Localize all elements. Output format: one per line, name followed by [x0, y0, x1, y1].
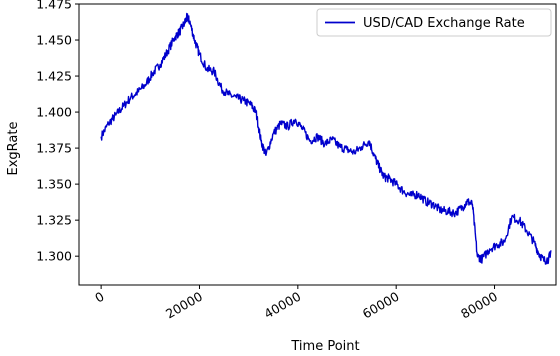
- series-layer: [100, 12, 552, 265]
- legend-box: [316, 8, 552, 37]
- x-tick-label: 0: [92, 289, 106, 306]
- series-line-0: [100, 12, 552, 265]
- y-tick-label: 1.325: [36, 213, 72, 228]
- y-axis-ticks: 1.300 1.325 1.350 1.375 1.400 1.425 1.450 1.475: [36, 0, 79, 264]
- x-tick-label: 40000: [261, 289, 303, 322]
- x-axis-ticks: 0 20000 40000 60000 80000: [92, 285, 500, 321]
- legend-label-usd-cad: USD/CAD Exchange Rate: [363, 16, 525, 31]
- y-tick-label: 1.375: [36, 141, 72, 156]
- x-axis-label: Time Point: [290, 339, 359, 354]
- x-tick-label: 20000: [163, 289, 205, 322]
- y-tick-label: 1.350: [36, 177, 72, 192]
- legend: USD/CAD Exchange Rate: [316, 8, 552, 37]
- y-axis-label: ExgRate: [6, 122, 21, 176]
- x-tick-label: 80000: [458, 289, 500, 322]
- y-tick-label: 1.450: [36, 33, 72, 48]
- y-tick-label: 1.475: [36, 0, 72, 12]
- plot-area: [78, 3, 557, 286]
- y-tick-label: 1.400: [36, 105, 72, 120]
- x-tick-label: 60000: [360, 289, 402, 322]
- y-tick-label: 1.300: [36, 249, 72, 264]
- plot-frame: [78, 3, 557, 286]
- y-tick-label: 1.425: [36, 69, 72, 84]
